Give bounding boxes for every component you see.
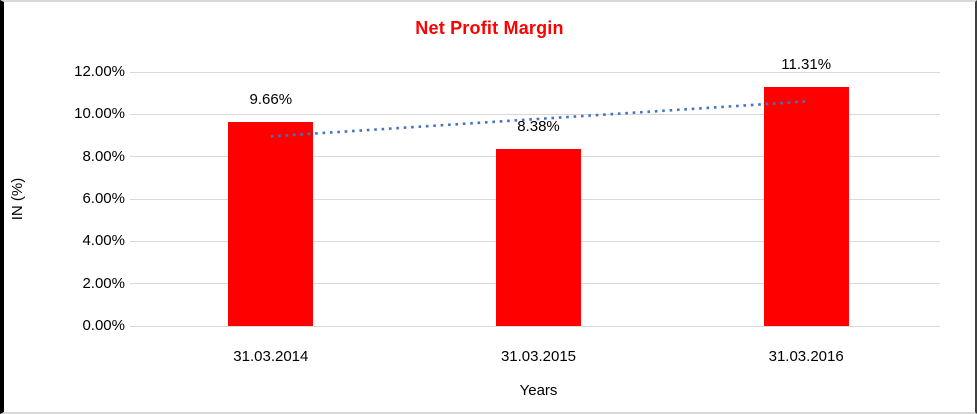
y-tick-label: 6.00%: [82, 190, 125, 207]
bar-31.03.2014: [228, 121, 314, 326]
gridline: [130, 325, 940, 327]
y-tick-label: 0.00%: [82, 317, 125, 334]
y-tick-label: 2.00%: [82, 274, 125, 292]
x-tick-label: 31.03.2015: [500, 348, 577, 365]
y-tick-label: 4.00%: [82, 232, 125, 250]
x-axis-title: Years: [519, 382, 558, 399]
x-tick-label: 31.03.2014: [233, 348, 309, 365]
x-tick-label: 31.03.2016: [768, 348, 844, 365]
bar-31.03.2015: [496, 148, 581, 326]
chart-title: Net Profit Margin: [415, 18, 564, 38]
y-tick-label: 8.00%: [82, 147, 125, 165]
y-tick-label: 12.00%: [74, 63, 125, 80]
bar-value-label: 8.38%: [517, 117, 560, 135]
y-tick-label: 10.00%: [74, 105, 125, 123]
bar-value-label: 9.66%: [249, 90, 293, 108]
bar-value-label: 11.31%: [781, 55, 832, 73]
y-axis-title: IN (%): [9, 177, 26, 221]
gridline: [130, 71, 940, 73]
bar-31.03.2016: [763, 86, 849, 326]
